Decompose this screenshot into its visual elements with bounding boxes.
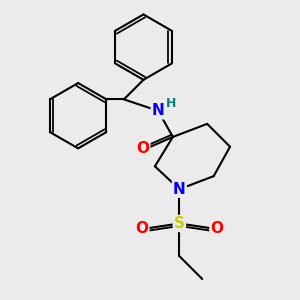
Text: O: O (136, 141, 149, 156)
Text: S: S (174, 216, 185, 231)
Text: N: N (173, 182, 186, 197)
Text: O: O (211, 221, 224, 236)
Text: H: H (165, 97, 176, 110)
Text: O: O (135, 221, 148, 236)
Text: N: N (152, 103, 164, 118)
